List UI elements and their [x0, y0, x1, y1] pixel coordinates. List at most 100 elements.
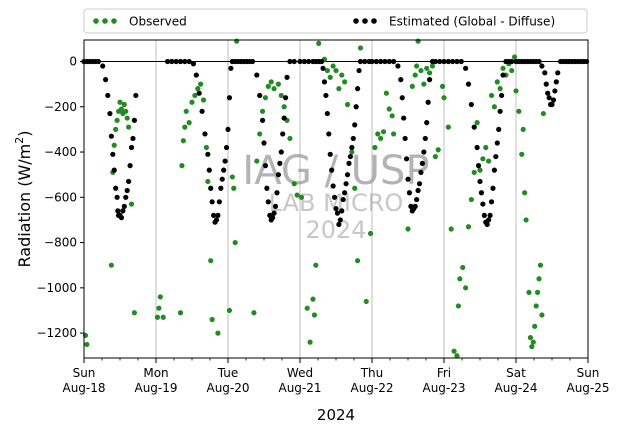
observed-point [375, 131, 381, 137]
estimated-point [100, 63, 106, 69]
estimated-point [490, 185, 496, 191]
observed-point [203, 144, 209, 151]
estimated-point [287, 58, 293, 65]
observed-point [339, 72, 345, 78]
estimated-point [259, 117, 266, 123]
estimated-point [271, 210, 277, 216]
observed-point [386, 106, 392, 112]
observed-point [324, 67, 330, 74]
estimated-point [509, 58, 515, 65]
observed-point [186, 120, 192, 126]
observed-point [111, 142, 117, 148]
observed-point [389, 113, 395, 119]
observed-point [357, 45, 364, 51]
observed-point [254, 158, 260, 164]
observed-point [195, 86, 201, 92]
observed-point [215, 330, 221, 336]
observed-point [192, 92, 198, 99]
estimated-point [130, 135, 136, 142]
estimated-point [406, 190, 413, 196]
observed-point [205, 178, 211, 185]
x-axis-label: 2024 [317, 406, 355, 424]
estimated-point [177, 58, 184, 65]
observed-point [251, 310, 257, 316]
estimated-point [414, 196, 420, 203]
estimated-point [347, 153, 353, 160]
observed-point [304, 305, 310, 311]
observed-point [372, 144, 378, 151]
x-tick-label-day: Sun [577, 366, 600, 380]
observed-point [189, 99, 195, 105]
estimated-point [215, 212, 221, 219]
observed-point [363, 298, 369, 305]
observed-point [118, 106, 125, 112]
observed-point [344, 101, 351, 108]
observed-point [448, 226, 454, 232]
observed-point [516, 108, 522, 114]
estimated-point [474, 144, 480, 151]
estimated-point [281, 115, 287, 121]
estimated-point [399, 95, 405, 101]
estimated-point [131, 117, 137, 123]
estimated-point [324, 110, 330, 117]
observed-point [117, 99, 123, 105]
estimated-point [497, 108, 503, 114]
estimated-point [323, 92, 329, 99]
observed-point [298, 194, 305, 200]
observed-point [307, 339, 313, 345]
observed-point [160, 314, 166, 320]
observed-point [281, 104, 287, 110]
estimated-point [223, 144, 230, 151]
estimated-point [356, 67, 362, 74]
observed-point [259, 108, 266, 114]
observed-point [108, 262, 114, 268]
observed-point [179, 163, 185, 169]
observed-point [231, 185, 237, 191]
observed-point [156, 305, 162, 311]
estimated-point [403, 156, 410, 162]
observed-point [491, 104, 497, 110]
y-tick-label: −600 [44, 190, 77, 204]
estimated-point [405, 176, 411, 182]
plot-area: IAG / USP LAB MICRO 2024 [81, 38, 590, 359]
observed-point [539, 312, 545, 318]
estimated-point [105, 92, 111, 99]
estimated-point [542, 70, 548, 76]
estimated-point [320, 65, 326, 71]
observed-point [532, 323, 538, 329]
estimated-point [487, 212, 493, 219]
observed-point [483, 144, 489, 151]
observed-point [113, 126, 119, 133]
observed-point [471, 169, 477, 176]
x-tick-label-date: Aug-19 [134, 381, 177, 395]
observed-point [131, 310, 137, 316]
estimated-point [275, 172, 281, 178]
observed-point [405, 226, 411, 232]
estimated-point [424, 120, 430, 126]
estimated-point [352, 122, 358, 128]
estimated-point [211, 212, 217, 219]
observed-point [391, 131, 397, 137]
observed-point [275, 81, 281, 87]
estimated-point [553, 79, 559, 85]
observed-point [500, 65, 506, 71]
estimated-point [321, 79, 328, 85]
observed-point [126, 124, 132, 130]
estimated-point [422, 135, 428, 142]
legend: Observed Estimated (Global - Diffuse) [83, 8, 588, 34]
watermark-line3: 2024 [305, 216, 366, 244]
observed-point [536, 276, 542, 282]
observed-point [424, 65, 430, 71]
estimated-point [450, 58, 456, 65]
observed-point [287, 135, 293, 142]
observed-point [522, 190, 528, 196]
estimated-point [545, 90, 551, 96]
estimated-point [262, 163, 269, 169]
legend-label-observed: Observed [129, 15, 187, 29]
observed-point [349, 149, 355, 155]
estimated-point [327, 151, 333, 157]
observed-point [265, 83, 271, 89]
observed-point [511, 54, 518, 60]
observed-point [383, 90, 389, 96]
observed-point [294, 192, 300, 198]
